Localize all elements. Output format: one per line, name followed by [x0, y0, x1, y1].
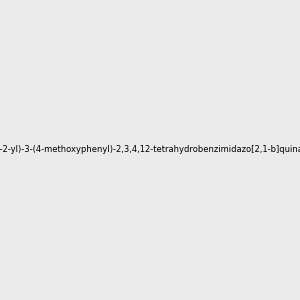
- Text: 12-(Furan-2-yl)-3-(4-methoxyphenyl)-2,3,4,12-tetrahydrobenzimidazo[2,1-b]quinazo: 12-(Furan-2-yl)-3-(4-methoxyphenyl)-2,3,…: [0, 146, 300, 154]
